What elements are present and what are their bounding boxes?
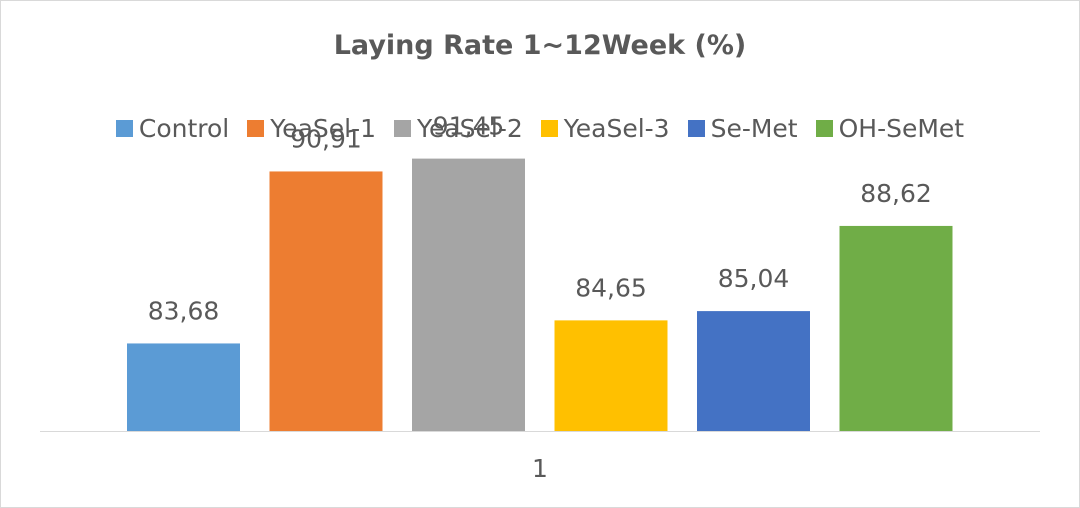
legend-item-oh-semet: OH-SeMet	[815, 114, 965, 143]
bar-oh-semet	[839, 225, 953, 431]
legend-swatch	[115, 120, 133, 137]
data-label-yeasel-1: 90,91	[290, 124, 362, 153]
legend-item-control: Control	[115, 114, 230, 143]
x-tick-label: 1	[532, 454, 548, 483]
data-label-control: 83,68	[148, 296, 220, 325]
legend-item-yeasel-1: YeaSel-1	[247, 114, 376, 143]
legend-item-yeasel-2: YeaSel-2	[394, 114, 523, 143]
bar-yeasel-1	[269, 171, 383, 431]
data-label-se-met: 85,04	[718, 264, 790, 293]
legend-swatch	[687, 120, 705, 137]
legend-label: YeaSel-2	[417, 114, 523, 143]
bar-yeasel-2	[412, 158, 525, 432]
bar-se-met	[697, 311, 810, 431]
legend-swatch	[815, 120, 833, 137]
legend-swatch	[247, 120, 265, 137]
legend-label: YeaSel-1	[270, 114, 377, 143]
bar-control	[127, 343, 240, 431]
legend-label: YeaSel-3	[563, 114, 670, 143]
legend-item-se-met: Se-Met	[687, 114, 798, 143]
data-label-yeasel-3: 84,65	[575, 273, 647, 302]
data-label-oh-semet: 88,62	[860, 179, 932, 208]
chart-legend: Control YeaSel-1 YeaSel-2 YeaSel-3 Se-Met OH-…	[0, 114, 1080, 143]
chart-title: Laying Rate 1~12Week (%)	[333, 30, 747, 61]
data-label-yeasel-2: 91,45	[433, 112, 505, 141]
legend-label: Control	[138, 114, 230, 143]
legend-label: Se-Met	[710, 114, 798, 143]
legend-item-yeasel-3: YeaSel-3	[540, 114, 670, 143]
legend-swatch	[394, 120, 412, 137]
legend-label: OH-SeMet	[838, 114, 965, 143]
bar-yeasel-3	[554, 320, 668, 431]
legend-swatch	[540, 120, 558, 137]
